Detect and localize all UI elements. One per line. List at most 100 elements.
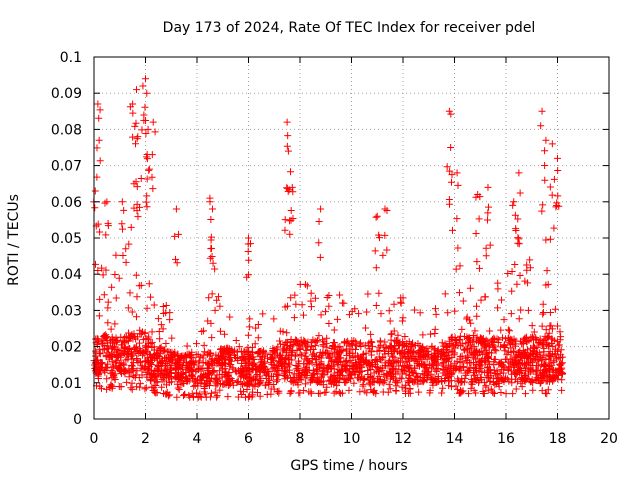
roti-point bbox=[211, 388, 219, 396]
roti-point bbox=[375, 289, 383, 297]
roti-point bbox=[244, 331, 252, 339]
roti-point bbox=[210, 367, 218, 375]
roti-point bbox=[301, 338, 309, 346]
roti-point bbox=[175, 355, 183, 363]
y-tick-label: 0.06 bbox=[51, 195, 82, 211]
roti-point bbox=[101, 363, 109, 371]
roti-point bbox=[289, 373, 297, 381]
roti-point bbox=[452, 364, 460, 372]
roti-point bbox=[340, 339, 348, 347]
roti-point bbox=[429, 362, 437, 370]
roti-point bbox=[172, 373, 180, 381]
roti-peak-point bbox=[515, 240, 523, 248]
roti-point bbox=[141, 357, 149, 365]
roti-point bbox=[461, 354, 469, 362]
roti-point bbox=[458, 377, 466, 385]
roti-point bbox=[516, 272, 524, 280]
roti-point bbox=[115, 364, 123, 372]
roti-point bbox=[282, 355, 290, 363]
roti-point bbox=[396, 374, 404, 382]
roti-peak-point bbox=[445, 195, 453, 203]
roti-point bbox=[237, 365, 245, 373]
roti-point bbox=[376, 337, 384, 345]
roti-point bbox=[408, 342, 416, 350]
roti-point bbox=[479, 389, 487, 397]
roti-point bbox=[545, 329, 553, 337]
roti-point bbox=[434, 360, 442, 368]
roti-peak-point bbox=[541, 176, 549, 184]
roti-point bbox=[94, 372, 102, 380]
roti-point bbox=[109, 363, 117, 371]
roti-point bbox=[92, 352, 100, 360]
roti-peak-point bbox=[372, 213, 380, 221]
roti-point bbox=[398, 383, 406, 391]
roti-point bbox=[484, 372, 492, 380]
roti-point bbox=[439, 384, 447, 392]
roti-point bbox=[108, 374, 116, 382]
roti-point bbox=[235, 343, 243, 351]
y-tick-label: 0.01 bbox=[51, 376, 82, 392]
roti-point bbox=[209, 368, 217, 376]
roti-point bbox=[398, 375, 406, 383]
roti-point bbox=[135, 282, 143, 290]
roti-point bbox=[153, 378, 161, 386]
roti-point bbox=[158, 360, 166, 368]
roti-point bbox=[243, 370, 251, 378]
roti-point bbox=[397, 294, 405, 302]
roti-point bbox=[431, 366, 439, 374]
roti-point bbox=[115, 274, 123, 282]
roti-peak-point bbox=[283, 118, 291, 126]
roti-peak-point bbox=[132, 86, 140, 94]
roti-point bbox=[336, 291, 344, 299]
roti-point bbox=[265, 368, 273, 376]
roti-point bbox=[279, 345, 287, 353]
roti-point bbox=[127, 353, 135, 361]
roti-point bbox=[158, 383, 166, 391]
roti-point bbox=[162, 302, 170, 310]
roti-point bbox=[509, 340, 517, 348]
roti-point bbox=[207, 319, 215, 327]
roti-peak-point bbox=[175, 230, 183, 238]
roti-point bbox=[333, 376, 341, 384]
roti-point bbox=[385, 307, 393, 315]
roti-peak-point bbox=[511, 261, 519, 269]
roti-point bbox=[400, 341, 408, 349]
roti-point bbox=[380, 371, 388, 379]
roti-point bbox=[458, 388, 466, 396]
roti-point bbox=[203, 374, 211, 382]
roti-point bbox=[438, 389, 446, 397]
roti-point bbox=[363, 389, 371, 397]
roti-peak-point bbox=[172, 255, 180, 263]
roti-point bbox=[198, 328, 206, 336]
roti-point bbox=[365, 379, 373, 387]
roti-point bbox=[497, 343, 505, 351]
roti-peak-point bbox=[148, 151, 156, 159]
roti-point bbox=[208, 290, 216, 298]
roti-point bbox=[171, 348, 179, 356]
roti-peak-point bbox=[453, 169, 461, 177]
roti-point bbox=[394, 331, 402, 339]
roti-point bbox=[128, 385, 136, 393]
roti-peak-point bbox=[284, 132, 292, 140]
roti-point bbox=[104, 304, 112, 312]
roti-peak-point bbox=[454, 244, 462, 252]
roti-peak-point bbox=[129, 109, 137, 117]
roti-point bbox=[146, 350, 154, 358]
roti-point bbox=[342, 361, 350, 369]
roti-point bbox=[211, 306, 219, 314]
roti-point bbox=[549, 343, 557, 351]
roti-point bbox=[120, 347, 128, 355]
y-tick-label: 0.1 bbox=[60, 50, 82, 66]
roti-point bbox=[491, 355, 499, 363]
roti-point bbox=[401, 332, 409, 340]
roti-point bbox=[319, 367, 327, 375]
roti-point bbox=[115, 347, 123, 355]
y-axis-label: ROTI / TECUs bbox=[6, 194, 22, 286]
roti-point bbox=[142, 384, 150, 392]
roti-point bbox=[219, 346, 227, 354]
roti-point bbox=[296, 280, 304, 288]
roti-point bbox=[142, 357, 150, 365]
roti-point bbox=[478, 361, 486, 369]
roti-point bbox=[133, 293, 141, 301]
roti-point bbox=[527, 366, 535, 374]
